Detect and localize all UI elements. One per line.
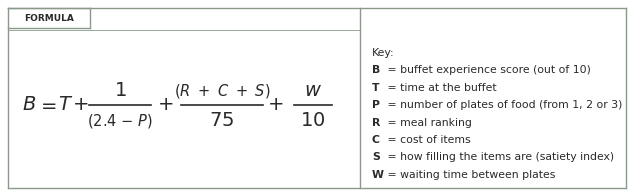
Text: R: R (372, 117, 380, 128)
Text: $(\it{R}\ +\ \it{C}\ +\ \it{S})$: $(\it{R}\ +\ \it{C}\ +\ \it{S})$ (174, 82, 270, 100)
Text: C: C (372, 135, 380, 145)
Text: S: S (372, 152, 380, 162)
Text: $\it{1}$: $\it{1}$ (113, 82, 126, 100)
Text: Key:: Key: (372, 48, 394, 58)
Text: $(2.4\ \mathrm{-}\ \it{P})$: $(2.4\ \mathrm{-}\ \it{P})$ (87, 112, 153, 130)
Text: FORMULA: FORMULA (24, 14, 74, 23)
Text: B: B (372, 65, 380, 75)
Text: $=$: $=$ (37, 96, 57, 114)
Text: W: W (372, 170, 384, 180)
Text: = number of plates of food (from 1, 2 or 3): = number of plates of food (from 1, 2 or… (384, 100, 623, 110)
Text: = waiting time between plates: = waiting time between plates (384, 170, 555, 180)
Text: $+$: $+$ (72, 96, 88, 114)
Text: $10$: $10$ (301, 112, 326, 130)
Text: = buffet experience score (out of 10): = buffet experience score (out of 10) (384, 65, 591, 75)
Text: $\it{B}$: $\it{B}$ (22, 96, 36, 114)
Text: P: P (372, 100, 380, 110)
Text: $+$: $+$ (157, 96, 173, 114)
Text: T: T (372, 83, 380, 93)
Text: = how filling the items are (satiety index): = how filling the items are (satiety ind… (384, 152, 614, 162)
Text: = time at the buffet: = time at the buffet (384, 83, 496, 93)
Text: $+$: $+$ (267, 96, 283, 114)
Text: $\it{w}$: $\it{w}$ (304, 82, 322, 100)
Text: = cost of items: = cost of items (384, 135, 470, 145)
Text: = meal ranking: = meal ranking (384, 117, 472, 128)
Text: $75$: $75$ (209, 112, 235, 130)
Text: $\it{T}$: $\it{T}$ (58, 96, 73, 114)
